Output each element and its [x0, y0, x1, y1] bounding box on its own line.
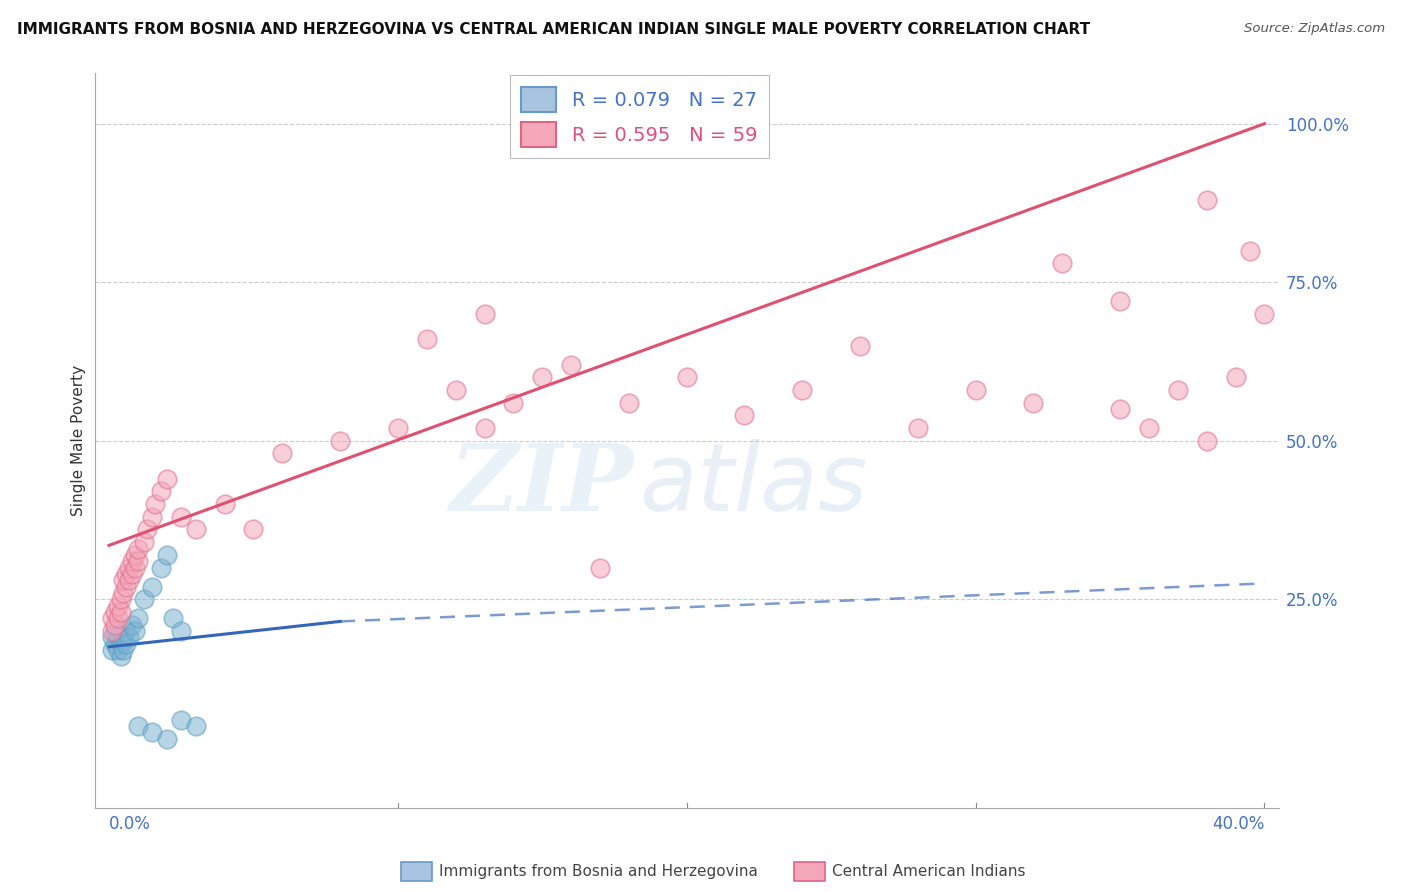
- Point: [965, 383, 987, 397]
- Point: [474, 307, 496, 321]
- Point: [127, 541, 149, 556]
- Point: [675, 370, 697, 384]
- Point: [242, 523, 264, 537]
- Point: [118, 560, 141, 574]
- Point: [115, 637, 138, 651]
- Point: [143, 497, 166, 511]
- Text: Central American Indians: Central American Indians: [832, 864, 1026, 879]
- Point: [271, 446, 294, 460]
- Point: [1225, 370, 1247, 384]
- Point: [101, 624, 124, 638]
- Point: [162, 611, 184, 625]
- Point: [112, 573, 135, 587]
- Point: [104, 617, 127, 632]
- Point: [214, 497, 236, 511]
- Point: [107, 643, 129, 657]
- Point: [1109, 402, 1132, 417]
- Point: [141, 580, 163, 594]
- Point: [115, 580, 138, 594]
- Point: [907, 421, 929, 435]
- Point: [127, 719, 149, 733]
- Point: [110, 649, 132, 664]
- Point: [1195, 434, 1218, 448]
- Text: Source: ZipAtlas.com: Source: ZipAtlas.com: [1244, 22, 1385, 36]
- Text: IMMIGRANTS FROM BOSNIA AND HERZEGOVINA VS CENTRAL AMERICAN INDIAN SINGLE MALE PO: IMMIGRANTS FROM BOSNIA AND HERZEGOVINA V…: [17, 22, 1090, 37]
- Point: [156, 731, 179, 746]
- Point: [1052, 256, 1074, 270]
- Point: [135, 523, 157, 537]
- Point: [170, 509, 193, 524]
- Point: [121, 566, 143, 581]
- Point: [444, 383, 467, 397]
- Point: [156, 472, 179, 486]
- Point: [1195, 193, 1218, 207]
- Point: [1022, 395, 1045, 409]
- Point: [170, 624, 193, 638]
- Point: [156, 548, 179, 562]
- Y-axis label: Single Male Poverty: Single Male Poverty: [72, 365, 86, 516]
- Point: [734, 409, 756, 423]
- Point: [101, 630, 124, 644]
- Point: [1137, 421, 1160, 435]
- Point: [531, 370, 554, 384]
- Text: ZIP: ZIP: [449, 440, 634, 530]
- Point: [560, 358, 582, 372]
- Point: [115, 566, 138, 581]
- Point: [118, 573, 141, 587]
- Point: [184, 523, 207, 537]
- Point: [474, 421, 496, 435]
- Point: [132, 592, 155, 607]
- Point: [101, 643, 124, 657]
- Point: [127, 611, 149, 625]
- Point: [387, 421, 409, 435]
- Legend: R = 0.079   N = 27, R = 0.595   N = 59: R = 0.079 N = 27, R = 0.595 N = 59: [509, 75, 769, 159]
- Point: [184, 719, 207, 733]
- Point: [124, 560, 146, 574]
- Point: [132, 535, 155, 549]
- Point: [792, 383, 814, 397]
- Point: [112, 630, 135, 644]
- Point: [124, 548, 146, 562]
- Point: [104, 605, 127, 619]
- Point: [127, 554, 149, 568]
- Point: [1239, 244, 1261, 258]
- Point: [121, 554, 143, 568]
- Point: [107, 611, 129, 625]
- Point: [110, 637, 132, 651]
- Point: [112, 643, 135, 657]
- Point: [141, 509, 163, 524]
- Point: [150, 560, 173, 574]
- Point: [1253, 307, 1275, 321]
- Point: [118, 630, 141, 644]
- Text: 40.0%: 40.0%: [1212, 814, 1264, 833]
- Point: [849, 338, 872, 352]
- Point: [124, 624, 146, 638]
- Point: [502, 395, 524, 409]
- Point: [104, 624, 127, 638]
- Point: [101, 611, 124, 625]
- Point: [589, 560, 612, 574]
- Point: [329, 434, 352, 448]
- Point: [141, 725, 163, 739]
- Point: [1109, 294, 1132, 309]
- Text: Immigrants from Bosnia and Herzegovina: Immigrants from Bosnia and Herzegovina: [439, 864, 758, 879]
- Point: [150, 484, 173, 499]
- Point: [115, 624, 138, 638]
- Point: [121, 617, 143, 632]
- Point: [617, 395, 640, 409]
- Point: [1167, 383, 1189, 397]
- Text: 0.0%: 0.0%: [110, 814, 150, 833]
- Text: atlas: atlas: [640, 440, 868, 531]
- Point: [107, 630, 129, 644]
- Point: [170, 713, 193, 727]
- Point: [416, 332, 439, 346]
- Point: [107, 599, 129, 613]
- Point: [110, 605, 132, 619]
- Point: [112, 586, 135, 600]
- Point: [104, 637, 127, 651]
- Point: [110, 592, 132, 607]
